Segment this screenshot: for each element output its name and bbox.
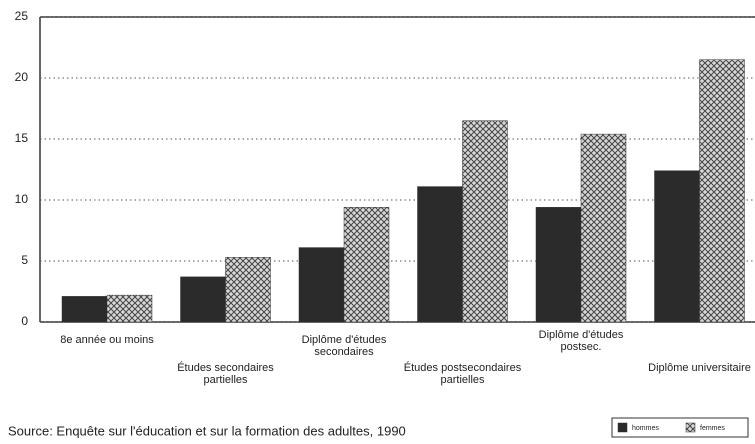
x-tick-label: Études secondaires xyxy=(177,361,274,374)
x-tick-label: 8e année ou moins xyxy=(60,334,154,346)
legend-swatch xyxy=(685,422,696,433)
x-tick-label: partielles xyxy=(440,374,485,386)
bar xyxy=(61,296,108,323)
y-tick-label: 5 xyxy=(21,253,28,267)
bar xyxy=(580,133,627,323)
y-tick-label: 20 xyxy=(15,70,29,84)
x-tick-label: secondaires xyxy=(314,346,374,358)
x-tick-label: postsec. xyxy=(561,341,602,353)
bar xyxy=(106,294,153,323)
y-tick-label: 10 xyxy=(15,192,29,206)
y-tick-label: 0 xyxy=(21,314,28,328)
bar xyxy=(417,186,463,323)
x-tick-label: Diplôme d'études xyxy=(302,334,387,346)
bar xyxy=(654,170,700,323)
source: Source: Enquête sur l'éducation et sur l… xyxy=(8,423,406,438)
y-tick-label: 15 xyxy=(15,131,29,145)
x-tick-label: Diplôme d'études xyxy=(539,329,624,341)
bar xyxy=(699,59,745,323)
bar xyxy=(535,207,582,323)
x-tick-label: partielles xyxy=(203,374,248,386)
x-tick-label: Études postsecondaires xyxy=(404,361,522,374)
bar xyxy=(298,247,345,323)
bar xyxy=(180,276,226,323)
legend-box xyxy=(611,417,749,438)
y-tick-label: 25 xyxy=(15,9,29,23)
legend-label: hommes xyxy=(632,425,659,432)
bar xyxy=(225,257,271,323)
legend-swatch xyxy=(617,422,628,433)
x-tick-label: Diplôme universitaire xyxy=(648,362,751,374)
legend-label: femmes xyxy=(700,425,725,432)
bar xyxy=(343,207,390,323)
bar xyxy=(462,120,508,323)
